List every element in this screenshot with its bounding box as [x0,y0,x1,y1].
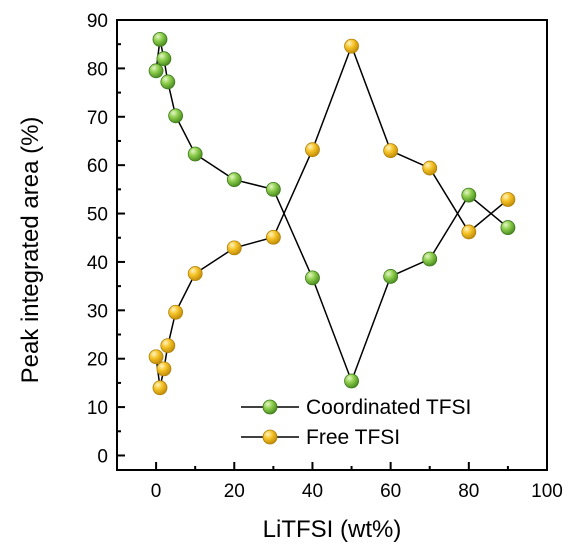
point-free-tfsi [156,361,172,377]
point-coordinated-tfsi [383,269,399,284]
x-axis-title: LiTFSI (wt%) [263,516,402,543]
x-tick-label: 20 [224,481,245,502]
point-free-tfsi [265,229,281,245]
point-free-tfsi [422,160,438,176]
series-layer [148,31,516,396]
point-coordinated-tfsi [422,251,438,267]
point-free-tfsi [226,240,242,256]
y-tick-label: 40 [87,253,108,274]
x-axis-ticks: 0 20 40 60 80 100 [116,462,563,502]
legend-label-coordinated: Coordinated TFSI [306,396,471,419]
point-free-tfsi [383,143,399,159]
y-axis-ticks: 0 10 20 30 40 50 60 70 80 90 [87,11,125,467]
point-free-tfsi [148,349,164,365]
legend-marker-coordinated [262,399,278,415]
point-coordinated-tfsi [500,220,516,235]
x-tick-label: 0 [151,481,162,502]
point-coordinated-tfsi [148,63,164,79]
x-tick-label: 80 [458,481,479,502]
point-coordinated-tfsi [226,172,242,188]
point-free-tfsi [500,192,516,207]
y-tick-label: 20 [87,350,108,371]
point-coordinated-tfsi [168,108,184,124]
point-coordinated-tfsi [305,270,320,286]
y-tick-label: 50 [87,205,108,226]
y-tick-label: 0 [97,446,108,467]
point-free-tfsi [344,38,359,54]
point-coordinated-tfsi [265,181,281,197]
y-axis-title: Peak integrated area (%) [17,117,44,384]
y-tick-label: 60 [87,156,108,177]
point-coordinated-tfsi [187,146,203,162]
point-coordinated-tfsi [160,74,176,90]
y-tick-label: 10 [87,398,108,419]
point-coordinated-tfsi [344,373,359,389]
y-tick-label: 90 [87,11,108,32]
point-free-tfsi [160,338,176,354]
point-free-tfsi [187,266,203,281]
y-tick-label: 70 [87,108,108,129]
legend: Coordinated TFSI Free TFSI [241,396,471,449]
legend-label-free: Free TFSI [306,426,400,449]
point-free-tfsi [152,380,168,396]
y-tick-label: 30 [87,301,108,322]
y-tick-label: 80 [87,59,108,80]
point-coordinated-tfsi [152,31,168,47]
x-tick-label: 60 [380,481,401,502]
point-free-tfsi [168,304,184,320]
point-free-tfsi [461,224,477,240]
plot-frame [116,19,548,471]
point-coordinated-tfsi [461,187,477,203]
legend-marker-free [262,429,278,445]
x-tick-label: 100 [531,481,563,502]
point-free-tfsi [305,142,320,158]
point-coordinated-tfsi [156,51,172,67]
x-tick-label: 40 [302,481,323,502]
